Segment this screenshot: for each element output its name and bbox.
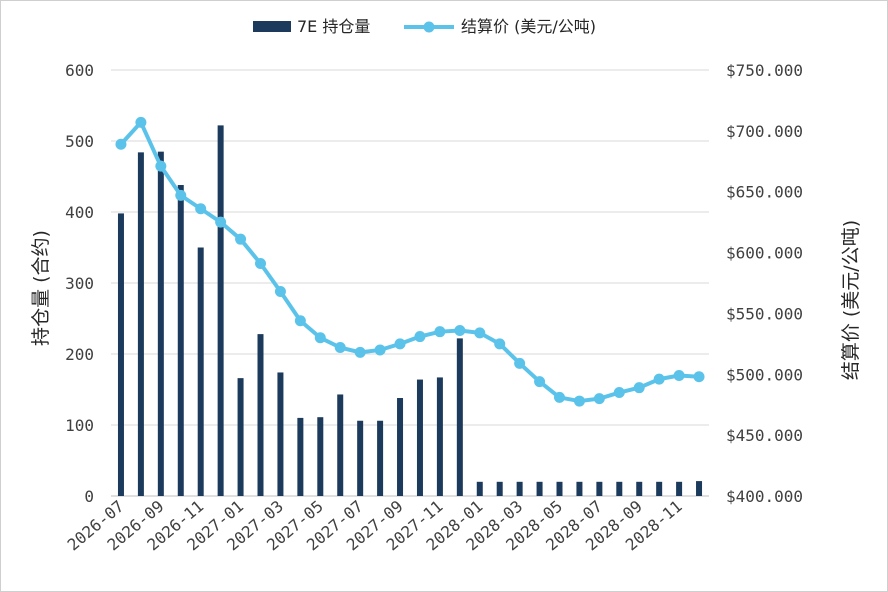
line-point: [613, 387, 625, 399]
bar: [676, 481, 683, 496]
line-point: [494, 338, 506, 350]
bar: [217, 125, 224, 496]
left-y-axis: 0 100 200 300 400 500 600: [65, 61, 94, 506]
bar: [536, 481, 543, 496]
bar: [157, 151, 164, 496]
bar: [337, 394, 344, 496]
bar-series-open-interest: [117, 125, 703, 497]
bar: [576, 481, 583, 496]
line-point: [673, 370, 685, 382]
right-y-tick-label: $650.000: [726, 183, 803, 202]
legend-label-line: 结算价 (美元/公吨): [461, 17, 596, 36]
line-point: [155, 160, 167, 172]
bar: [556, 481, 563, 496]
right-y-tick-label: $400.000: [726, 487, 803, 506]
bar: [416, 379, 423, 496]
line-point: [314, 332, 326, 344]
right-y-tick-label: $750.000: [726, 61, 803, 80]
left-y-tick-label: 300: [65, 274, 94, 293]
line-point: [454, 324, 466, 336]
line-point: [274, 286, 286, 298]
bar: [616, 481, 623, 496]
line-point: [294, 315, 306, 327]
bar: [177, 185, 184, 496]
bar: [277, 372, 284, 496]
line-point: [175, 189, 187, 201]
bar: [496, 481, 503, 496]
x-axis: 2026-072026-092026-112027-012027-032027-…: [64, 497, 686, 555]
bar: [317, 417, 324, 496]
bar: [476, 481, 483, 496]
bar: [636, 481, 643, 496]
line-point: [414, 331, 426, 343]
legend: 7E 持仓量 结算价 (美元/公吨): [253, 17, 596, 36]
right-y-axis-title: 结算价 (美元/公吨): [840, 220, 862, 380]
bar: [596, 481, 603, 496]
right-y-tick-label: $500.000: [726, 365, 803, 384]
right-y-tick-label: $450.000: [726, 426, 803, 445]
line-point: [514, 357, 526, 369]
bar: [357, 420, 364, 496]
left-y-tick-label: 200: [65, 345, 94, 364]
line-point: [115, 138, 127, 150]
bar: [397, 398, 404, 496]
right-y-tick-label: $700.000: [726, 122, 803, 141]
line-point: [593, 393, 605, 405]
bar: [656, 481, 663, 496]
bar: [117, 213, 124, 497]
bar: [436, 377, 443, 496]
left-y-tick-label: 600: [65, 61, 94, 80]
left-y-tick-label: 500: [65, 132, 94, 151]
left-y-tick-label: 400: [65, 203, 94, 222]
left-y-tick-label: 0: [84, 487, 94, 506]
line-point: [474, 327, 486, 339]
line-point: [394, 338, 406, 350]
bar: [696, 481, 703, 496]
series-line: [119, 120, 700, 404]
legend-label-bar: 7E 持仓量: [297, 17, 370, 36]
legend-swatch-bar: [253, 21, 291, 32]
line-point: [374, 344, 386, 356]
bar: [137, 152, 144, 497]
left-y-tick-label: 100: [65, 416, 94, 435]
bar: [456, 338, 463, 496]
line-point: [334, 342, 346, 354]
bar: [197, 247, 204, 496]
legend-swatch-marker: [423, 21, 435, 33]
line-point: [434, 326, 446, 338]
bar: [257, 334, 264, 496]
right-y-tick-label: $600.000: [726, 244, 803, 263]
line-point: [255, 258, 266, 270]
right-y-axis: $400.000 $450.000 $500.000 $550.000 $600.000…: [726, 61, 803, 506]
line-point: [554, 391, 565, 403]
line-point: [135, 116, 147, 128]
line-series-settlement-price: [115, 116, 705, 407]
line-point: [633, 382, 645, 394]
line-point: [354, 346, 366, 358]
gridlines: [111, 69, 709, 497]
bar: [516, 481, 523, 496]
left-y-axis-title: 持仓量 (合约): [30, 230, 52, 346]
bar: [297, 417, 304, 496]
line-point: [653, 373, 665, 385]
line-point: [573, 395, 585, 407]
bar: [377, 420, 384, 496]
bar: [237, 378, 244, 496]
right-y-tick-label: $550.000: [726, 304, 803, 323]
line-point: [235, 233, 247, 245]
line-point: [215, 216, 227, 228]
line-point: [534, 376, 546, 388]
line-point: [693, 371, 705, 383]
line-point: [195, 203, 207, 215]
